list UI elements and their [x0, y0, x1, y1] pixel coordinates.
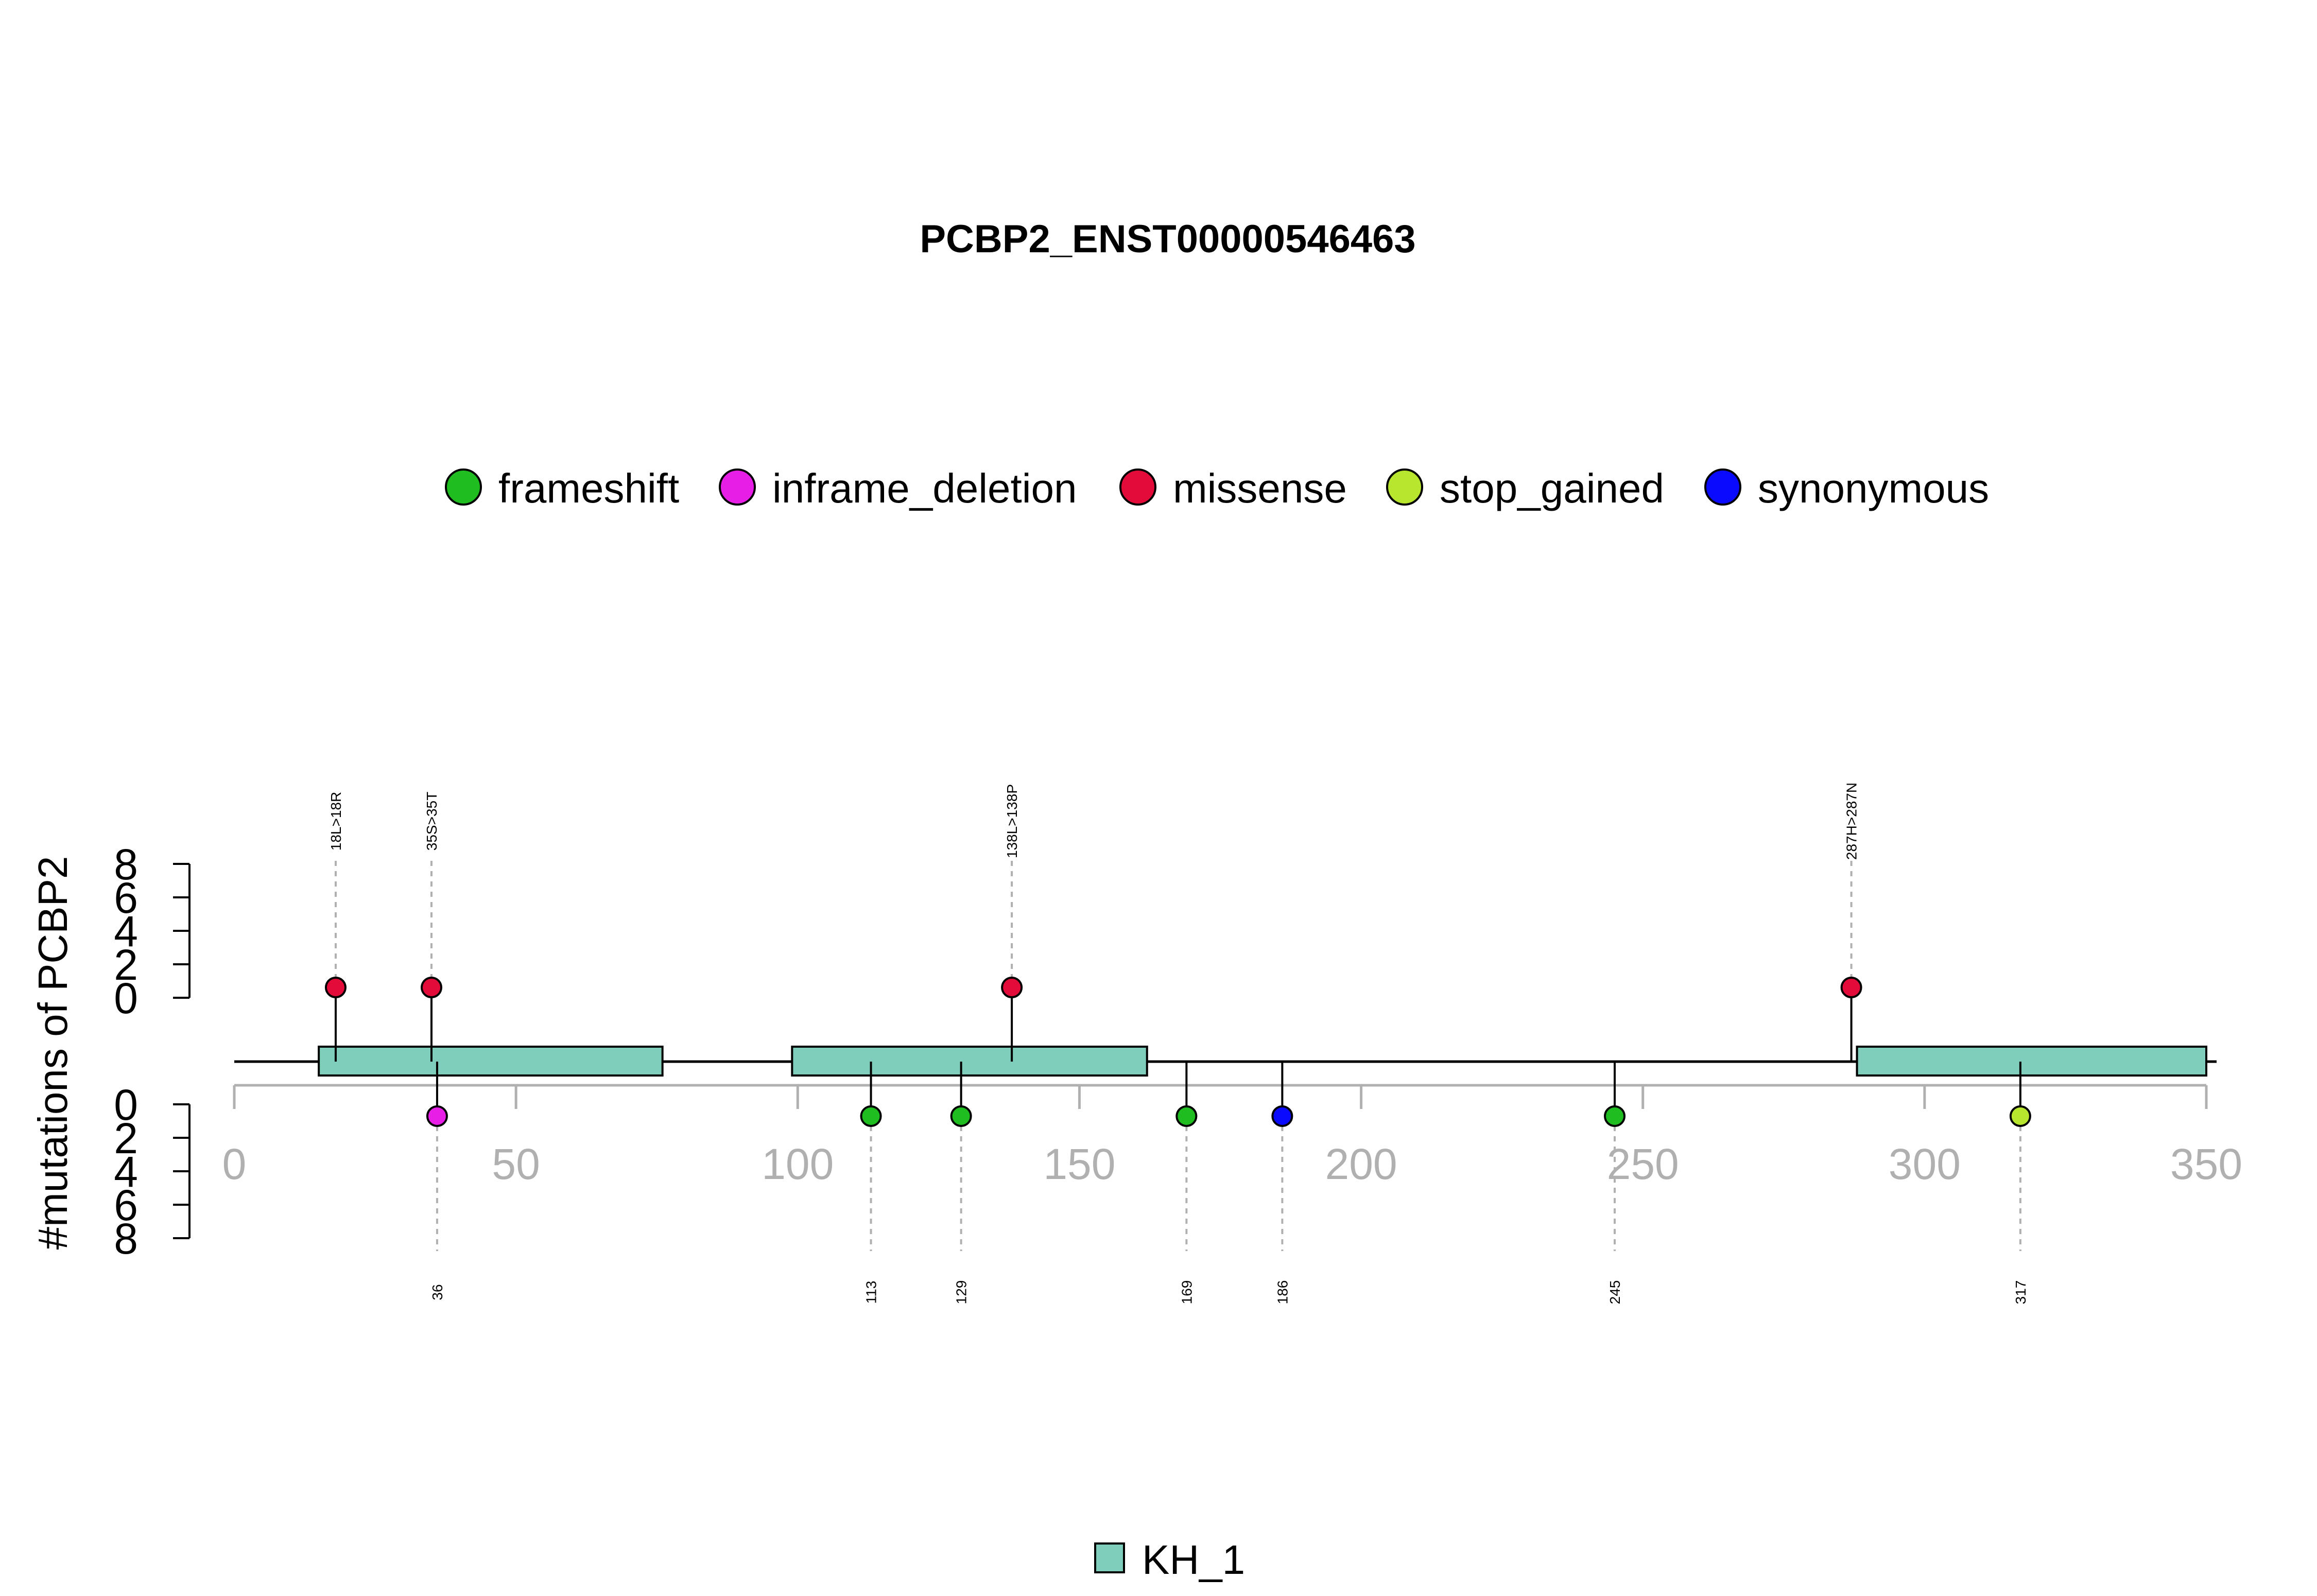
mutation-label: 287H>287N [1844, 783, 1860, 860]
top-y-tick-label: 2 [114, 941, 138, 989]
x-tick-label: 100 [762, 1140, 834, 1188]
domain-KH_1 [1856, 1046, 2208, 1077]
legend-label-stop_gained: stop_gained [1440, 465, 1664, 511]
mutation-stems [334, 861, 2021, 1251]
mutation-label: 129 [954, 1280, 970, 1305]
mutation-type-legend: frameshift inframe_deletion missense stop_g… [445, 465, 1989, 511]
domain-legend-label: KH_1 [1142, 1537, 1245, 1583]
x-tick-label: 50 [492, 1140, 540, 1188]
x-tick-label: 150 [1043, 1140, 1115, 1188]
x-tick-label: 250 [1607, 1140, 1679, 1188]
mutation-marker-stop_gained [2009, 1105, 2031, 1127]
x-tick-label: 350 [2170, 1140, 2242, 1188]
bottom-y-tick-label: 6 [114, 1181, 138, 1229]
bottom-y-tick-label: 0 [114, 1081, 138, 1129]
legend-marker-stop_gained [1386, 469, 1423, 506]
mutation-marker-frameshift [860, 1105, 882, 1127]
y-axis-label: #mutations of PCBP2 [30, 856, 76, 1250]
bottom-y-tick-label: 2 [114, 1114, 138, 1163]
mutation-label: 186 [1274, 1280, 1290, 1305]
legend-label-frameshift: frameshift [498, 465, 679, 511]
x-tick-label: 300 [1889, 1140, 1961, 1188]
mutation-marker-missense [1840, 977, 1862, 998]
domain-KH_1 [318, 1046, 664, 1077]
domain-legend-swatch [1094, 1542, 1125, 1573]
legend-label-missense: missense [1173, 465, 1347, 511]
mutation-marker-frameshift [950, 1105, 972, 1127]
mutation-marker-missense [421, 977, 442, 998]
legend-label-inframe_deletion: inframe_deletion [772, 465, 1077, 511]
top-y-tick-label: 0 [114, 974, 138, 1022]
legend-marker-synonymous [1704, 469, 1741, 506]
domain-legend: KH_1 [1094, 1537, 1245, 1583]
legend-marker-frameshift [445, 469, 482, 506]
mutation-label: 138L>138P [1004, 784, 1020, 858]
mutation-marker-missense [1001, 977, 1023, 998]
top-y-tick-label: 4 [114, 907, 138, 956]
mutation-markers [324, 977, 2031, 1127]
mutation-label: 36 [429, 1284, 445, 1300]
mutation-label: 35S>35T [424, 792, 440, 851]
mutation-marker-synonymous [1271, 1105, 1293, 1127]
mutation-label: 169 [1179, 1280, 1195, 1305]
legend-label-synonymous: synonymous [1758, 465, 1989, 511]
mutation-labels: 18L>18R 35S>35T 138L>138P 287H>287N 36 113 129… [328, 783, 2029, 1304]
top-y-tick-label: 6 [114, 874, 138, 922]
mutation-marker-frameshift [1604, 1105, 1626, 1127]
mutation-marker-inframe_deletion [426, 1105, 448, 1127]
mutation-label: 18L>18R [328, 792, 344, 851]
legend-marker-missense [1119, 469, 1156, 506]
mutation-label: 317 [2013, 1280, 2029, 1305]
bottom-y-tick-label: 4 [114, 1148, 138, 1196]
bottom-y-tick-label: 8 [114, 1215, 138, 1263]
domain-KH_1 [791, 1046, 1148, 1077]
chart-title: PCBP2_ENST00000546463 [920, 217, 1415, 261]
mutation-marker-frameshift [1175, 1105, 1198, 1127]
x-tick-label: 0 [222, 1140, 247, 1188]
protein-domains [318, 1046, 2208, 1077]
mutation-marker-missense [324, 977, 347, 998]
legend-marker-inframe_deletion [719, 469, 756, 506]
x-tick-label: 200 [1325, 1140, 1397, 1188]
mutation-label: 113 [863, 1281, 879, 1304]
top-y-tick-label: 8 [114, 840, 138, 889]
x-axis: 0 50 100 150 200 250 300 350 [222, 1084, 2242, 1188]
mutation-label: 245 [1607, 1280, 1623, 1305]
